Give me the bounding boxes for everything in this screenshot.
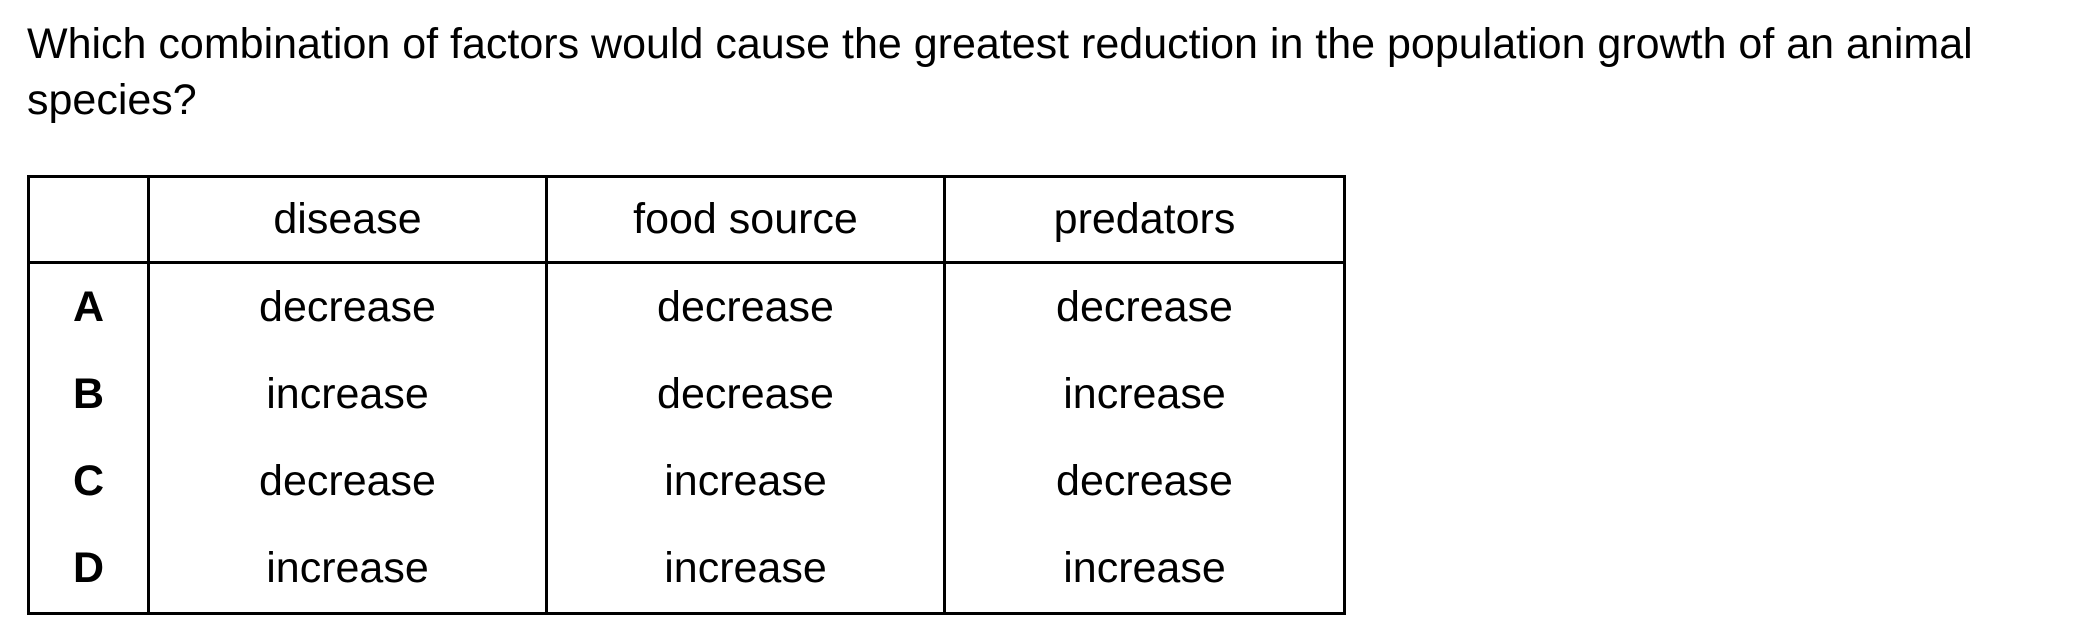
food-source-cell: decrease [545, 351, 946, 438]
question-text: Which combination of factors would cause… [27, 20, 1973, 124]
predators-cell: increase [943, 525, 1346, 615]
option-letter: C [27, 438, 150, 525]
predators-cell: decrease [943, 262, 1346, 351]
table-row-d: D increase increase increase [27, 525, 1346, 615]
predators-cell: increase [943, 351, 1346, 438]
disease-cell: increase [147, 351, 548, 438]
header-food-source: food source [545, 175, 946, 264]
food-source-cell: increase [545, 525, 946, 615]
header-option-cell [27, 175, 150, 264]
food-source-cell: decrease [545, 262, 946, 351]
table-row-c: C decrease increase decrease [27, 438, 1346, 525]
option-letter: A [27, 262, 150, 351]
answer-options-table: disease food source predators A decrease… [27, 175, 1346, 615]
disease-cell: increase [147, 525, 548, 615]
header-predators: predators [943, 175, 1346, 264]
option-letter: B [27, 351, 150, 438]
table-header-row: disease food source predators [27, 175, 1346, 264]
predators-cell: decrease [943, 438, 1346, 525]
disease-cell: decrease [147, 262, 548, 351]
table-row-b: B increase decrease increase [27, 351, 1346, 438]
disease-cell: decrease [147, 438, 548, 525]
food-source-cell: increase [545, 438, 946, 525]
option-letter: D [27, 525, 150, 615]
table-row-a: A decrease decrease decrease [27, 262, 1346, 351]
header-disease: disease [147, 175, 548, 264]
